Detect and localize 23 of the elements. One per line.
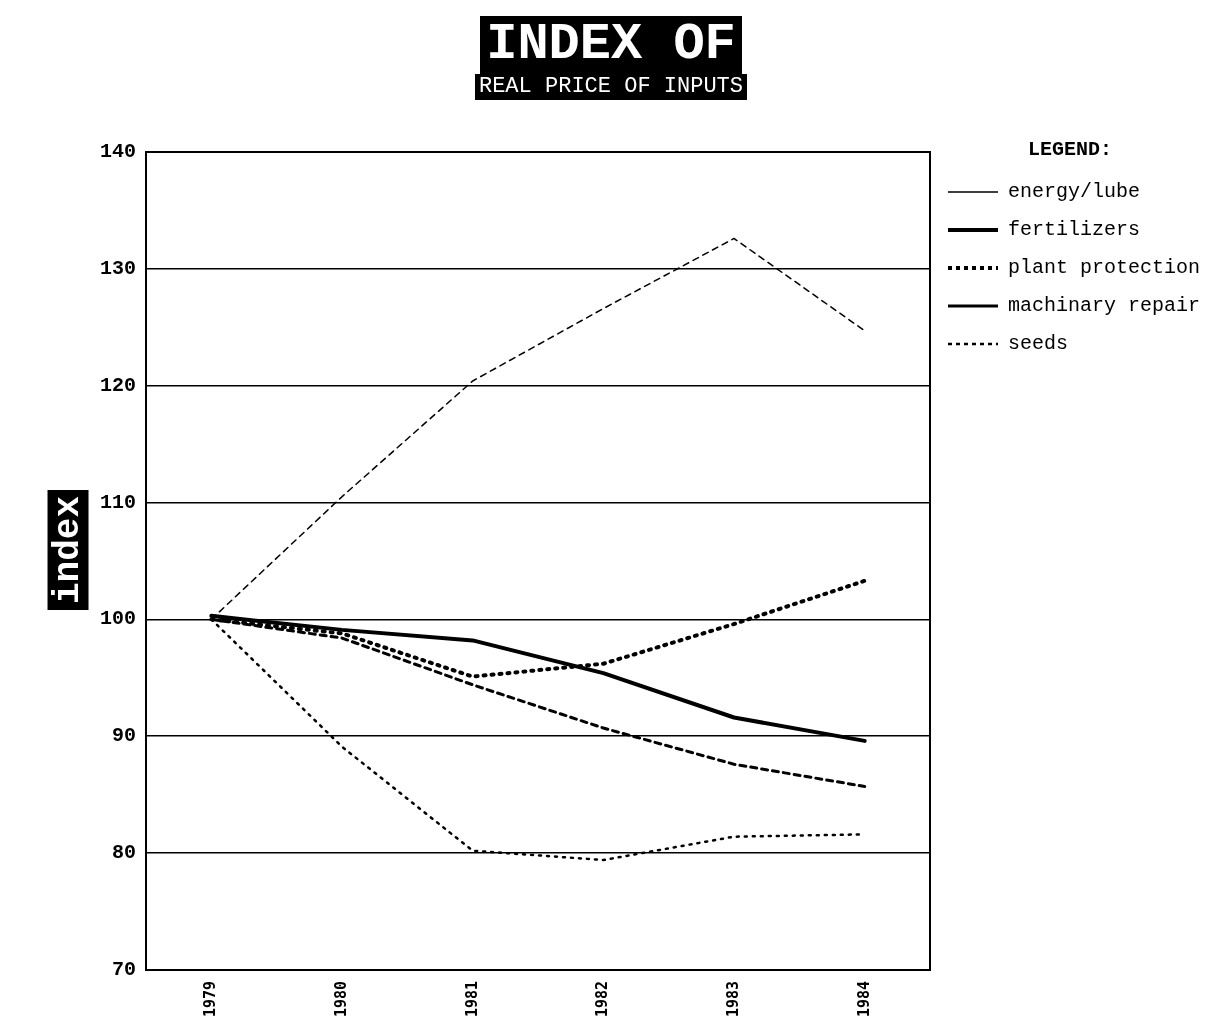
legend-label: plant protection	[1008, 256, 1201, 280]
y-tick-label: 90	[111, 724, 137, 748]
x-tick-label: 1984	[854, 980, 873, 1017]
x-tick-label: 1979	[201, 980, 220, 1017]
y-axis-title: index	[47, 489, 89, 611]
legend-title: LEGEND:	[1027, 138, 1113, 162]
y-tick-label: 80	[111, 841, 137, 865]
x-tick-label: 1981	[462, 980, 481, 1017]
legend-label: fertilizers	[1008, 218, 1141, 242]
x-tick-label: 1982	[593, 980, 612, 1017]
legend-label: energy/lube	[1008, 180, 1141, 204]
y-tick-label: 120	[99, 373, 137, 397]
chart-title: INDEX OF	[480, 15, 742, 74]
legend-label: seeds	[1008, 332, 1069, 356]
chart-subtitle: REAL PRICE OF INPUTS	[474, 74, 748, 100]
y-tick-label: 70	[111, 957, 137, 981]
x-tick-label: 1980	[331, 980, 350, 1017]
x-tick-label: 1983	[723, 980, 742, 1017]
y-tick-label: 140	[99, 140, 137, 164]
y-tick-label: 130	[99, 256, 137, 280]
y-tick-label: 100	[99, 607, 137, 631]
y-tick-label: 110	[99, 490, 137, 514]
legend-label: machinary repair	[1008, 294, 1201, 318]
